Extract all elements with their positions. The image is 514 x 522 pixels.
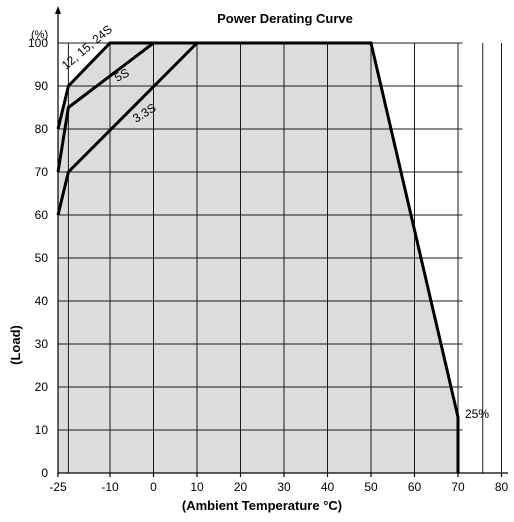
- series-line-3: [153, 41, 460, 473]
- y-tick-label-4: 40: [35, 294, 49, 308]
- y-tick-label-5: 50: [35, 251, 49, 265]
- y-axis-arrow: [55, 6, 61, 14]
- y-axis-title: (Load): [8, 325, 23, 365]
- series-label-5s: 5S: [112, 66, 131, 85]
- x-tick-label-8: 60: [408, 480, 422, 494]
- x-tick-label-9: 70: [451, 480, 465, 494]
- y-tick-label-10: 100: [28, 36, 48, 50]
- y-tick-label-1: 10: [35, 423, 49, 437]
- x-tick-label-1: -10: [101, 480, 119, 494]
- y-tick-label-3: 30: [35, 337, 49, 351]
- y-tick-label-8: 80: [35, 122, 49, 136]
- x-tick-label-6: 40: [321, 480, 335, 494]
- annotation-25-percent: 25%: [465, 407, 489, 421]
- y-unit-label: (%): [31, 29, 48, 41]
- x-tick-label-10: 80: [495, 480, 509, 494]
- x-tick-label-4: 20: [234, 480, 248, 494]
- series-line-0: [56, 41, 154, 130]
- x-tick-label-5: 30: [277, 480, 291, 494]
- x-tick-label-0: -25: [49, 480, 67, 494]
- x-tick-label-2: 0: [150, 480, 157, 494]
- y-tick-label-2: 20: [35, 380, 49, 394]
- x-axis-title: (Ambient Temperature °C): [182, 498, 342, 513]
- y-tick-label-6: 60: [35, 208, 49, 222]
- x-tick-label-7: 50: [364, 480, 378, 494]
- series-lines: [56, 41, 460, 473]
- y-tick-label-7: 70: [35, 165, 49, 179]
- chart-title: Power Derating Curve: [217, 11, 353, 26]
- y-tick-label-9: 90: [35, 79, 49, 93]
- tick-labels: -25 -10 0 10 20 30 40 50 60 70 80 0 10 20 30 40 50 60 70 80…: [28, 36, 509, 494]
- y-tick-label-0: 0: [41, 466, 48, 480]
- x-tick-label-3: 10: [190, 480, 204, 494]
- series-line-2: [56, 41, 199, 216]
- series-line-1: [56, 41, 155, 173]
- axes: [55, 6, 508, 477]
